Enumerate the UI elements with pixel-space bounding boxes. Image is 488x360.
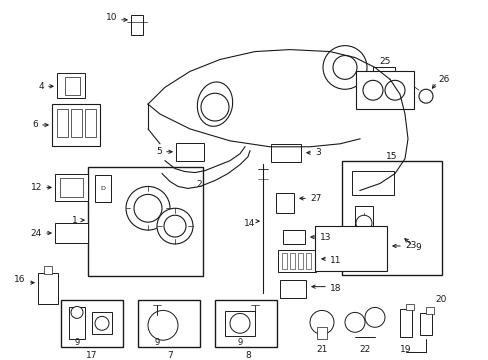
- Text: 14: 14: [243, 219, 254, 228]
- Circle shape: [309, 310, 333, 334]
- Text: 9: 9: [414, 243, 420, 252]
- Text: 15: 15: [386, 152, 397, 161]
- Text: 20: 20: [434, 295, 446, 304]
- Bar: [176, 143, 203, 161]
- Circle shape: [201, 93, 228, 121]
- Circle shape: [364, 307, 384, 327]
- Bar: [60, 177, 83, 197]
- Bar: [354, 206, 372, 234]
- Text: 26: 26: [437, 75, 448, 84]
- Circle shape: [323, 46, 366, 89]
- Circle shape: [345, 312, 364, 332]
- Bar: [92, 312, 112, 334]
- Text: 22: 22: [359, 345, 370, 354]
- Bar: [405, 305, 413, 310]
- Bar: [289, 253, 294, 269]
- Bar: [138, 300, 200, 347]
- Bar: [297, 253, 303, 269]
- Circle shape: [355, 215, 371, 231]
- Text: 27: 27: [309, 194, 321, 203]
- Bar: [71, 109, 82, 137]
- Circle shape: [126, 186, 170, 230]
- Text: D: D: [101, 186, 105, 191]
- Bar: [419, 314, 431, 335]
- Text: 18: 18: [329, 284, 341, 293]
- Bar: [282, 253, 286, 269]
- Bar: [275, 193, 293, 213]
- Text: 9: 9: [237, 338, 242, 347]
- Circle shape: [148, 310, 178, 340]
- Bar: [55, 174, 88, 201]
- Circle shape: [95, 316, 109, 330]
- Text: 9: 9: [74, 338, 80, 347]
- Bar: [283, 230, 305, 244]
- Text: 21: 21: [316, 345, 327, 354]
- Bar: [280, 280, 305, 297]
- Circle shape: [332, 55, 356, 79]
- Circle shape: [134, 194, 162, 222]
- Bar: [355, 71, 413, 109]
- Bar: [341, 161, 441, 275]
- Text: 11: 11: [329, 256, 341, 265]
- Bar: [425, 307, 433, 314]
- Text: 12: 12: [31, 183, 42, 192]
- Text: 24: 24: [31, 229, 42, 238]
- Text: 3: 3: [314, 148, 320, 157]
- Circle shape: [418, 89, 432, 103]
- Text: 10: 10: [105, 13, 117, 22]
- Circle shape: [157, 208, 193, 244]
- Text: 23: 23: [404, 242, 415, 251]
- Bar: [215, 300, 276, 347]
- Circle shape: [229, 314, 249, 333]
- Bar: [57, 109, 68, 137]
- Text: 7: 7: [167, 351, 173, 360]
- Text: 13: 13: [319, 233, 331, 242]
- Bar: [399, 310, 411, 337]
- Text: 17: 17: [86, 351, 98, 360]
- Text: 5: 5: [156, 147, 162, 156]
- Text: 9: 9: [154, 338, 159, 347]
- Circle shape: [384, 80, 404, 100]
- Bar: [305, 253, 310, 269]
- Text: 16: 16: [14, 275, 25, 284]
- Text: 1: 1: [72, 216, 78, 225]
- Bar: [65, 77, 80, 95]
- Bar: [314, 226, 386, 271]
- Circle shape: [163, 215, 185, 237]
- Bar: [316, 327, 326, 339]
- Bar: [61, 300, 123, 347]
- Bar: [55, 223, 88, 243]
- Text: 2: 2: [196, 180, 201, 189]
- Text: 8: 8: [244, 351, 250, 360]
- Bar: [88, 167, 203, 276]
- Text: 6: 6: [32, 121, 38, 130]
- Circle shape: [71, 306, 83, 318]
- Bar: [131, 15, 142, 35]
- Bar: [57, 73, 85, 98]
- Bar: [69, 307, 85, 339]
- Bar: [85, 109, 96, 137]
- Bar: [44, 266, 52, 274]
- Text: 4: 4: [38, 82, 44, 91]
- Bar: [270, 144, 301, 162]
- Bar: [52, 104, 100, 146]
- Bar: [278, 250, 315, 272]
- Circle shape: [362, 80, 382, 100]
- Text: 25: 25: [379, 57, 390, 66]
- Text: 19: 19: [400, 345, 411, 354]
- Bar: [38, 273, 58, 305]
- Bar: [224, 311, 254, 336]
- Bar: [351, 171, 393, 195]
- Ellipse shape: [197, 82, 232, 126]
- Bar: [95, 175, 111, 202]
